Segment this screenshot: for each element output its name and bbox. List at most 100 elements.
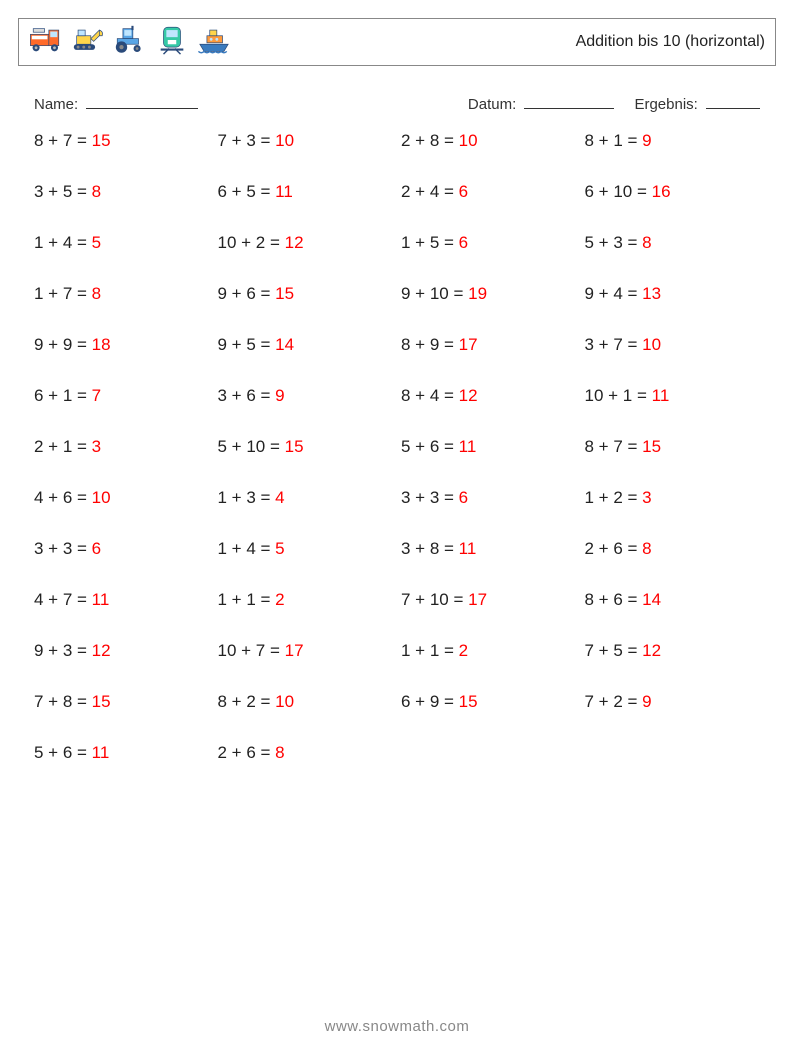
answer: 12: [92, 641, 111, 660]
problem: 9 + 3 = 12: [34, 641, 210, 661]
expression: 3 + 3 =: [401, 488, 459, 507]
problem: 5 + 6 = 11: [401, 437, 577, 457]
problem: 3 + 8 = 11: [401, 539, 577, 559]
problem: 1 + 2 = 3: [585, 488, 761, 508]
expression: 1 + 1 =: [218, 590, 276, 609]
expression: 8 + 1 =: [585, 131, 643, 150]
problem: 7 + 10 = 17: [401, 590, 577, 610]
problem: 7 + 8 = 15: [34, 692, 210, 712]
problem: 2 + 1 = 3: [34, 437, 210, 457]
name-field: Name:: [34, 94, 198, 113]
answer: 11: [275, 182, 293, 201]
answer: 8: [275, 743, 284, 762]
expression: 4 + 6 =: [34, 488, 92, 507]
expression: 8 + 6 =: [585, 590, 643, 609]
problem: 8 + 6 = 14: [585, 590, 761, 610]
problem: 8 + 7 = 15: [585, 437, 761, 457]
answer: 12: [285, 233, 304, 252]
date-blank[interactable]: [524, 94, 614, 109]
problem: 8 + 2 = 10: [218, 692, 394, 712]
problem: 10 + 2 = 12: [218, 233, 394, 253]
tractor-icon: [113, 23, 147, 62]
expression: 5 + 3 =: [585, 233, 643, 252]
problem: 9 + 4 = 13: [585, 284, 761, 304]
expression: 2 + 4 =: [401, 182, 459, 201]
expression: 1 + 7 =: [34, 284, 92, 303]
answer: 3: [92, 437, 101, 456]
problem: 9 + 9 = 18: [34, 335, 210, 355]
problem: 6 + 10 = 16: [585, 182, 761, 202]
expression: 5 + 6 =: [401, 437, 459, 456]
expression: 5 + 6 =: [34, 743, 92, 762]
result-blank[interactable]: [706, 94, 760, 109]
problem: 8 + 9 = 17: [401, 335, 577, 355]
expression: 4 + 7 =: [34, 590, 92, 609]
answer: 8: [642, 233, 651, 252]
expression: 9 + 5 =: [218, 335, 276, 354]
problem: 4 + 7 = 11: [34, 590, 210, 610]
problem: 1 + 4 = 5: [34, 233, 210, 253]
problem: 3 + 7 = 10: [585, 335, 761, 355]
answer: 11: [459, 539, 477, 558]
expression: 9 + 9 =: [34, 335, 92, 354]
expression: 2 + 8 =: [401, 131, 459, 150]
expression: 6 + 5 =: [218, 182, 276, 201]
answer: 13: [642, 284, 661, 303]
answer: 7: [92, 386, 101, 405]
expression: 3 + 6 =: [218, 386, 276, 405]
problem: 1 + 7 = 8: [34, 284, 210, 304]
expression: 8 + 7 =: [585, 437, 643, 456]
answer: 6: [459, 182, 468, 201]
answer: 3: [642, 488, 651, 507]
expression: 3 + 5 =: [34, 182, 92, 201]
answer: 6: [92, 539, 101, 558]
answer: 6: [459, 488, 468, 507]
problem: 2 + 6 = 8: [218, 743, 394, 763]
meta-row: Name: Datum: Ergebnis:: [34, 94, 760, 113]
answer: 17: [459, 335, 478, 354]
problem: 2 + 8 = 10: [401, 131, 577, 151]
answer: 10: [92, 488, 111, 507]
answer: 15: [642, 437, 661, 456]
answer: 14: [642, 590, 661, 609]
expression: 10 + 2 =: [218, 233, 285, 252]
expression: 8 + 7 =: [34, 131, 92, 150]
problem: 8 + 1 = 9: [585, 131, 761, 151]
footer-link[interactable]: www.snowmath.com: [0, 1018, 794, 1035]
expression: 7 + 2 =: [585, 692, 643, 711]
header-icons: [29, 23, 231, 62]
expression: 10 + 1 =: [585, 386, 652, 405]
answer: 15: [459, 692, 478, 711]
expression: 2 + 6 =: [218, 743, 276, 762]
answer: 14: [275, 335, 294, 354]
problem: 6 + 5 = 11: [218, 182, 394, 202]
result-field: Ergebnis:: [634, 94, 760, 113]
expression: 5 + 10 =: [218, 437, 285, 456]
answer: 17: [285, 641, 304, 660]
answer: 11: [92, 590, 110, 609]
expression: 9 + 4 =: [585, 284, 643, 303]
answer: 5: [275, 539, 284, 558]
expression: 1 + 1 =: [401, 641, 459, 660]
answer: 16: [652, 182, 671, 201]
answer: 15: [275, 284, 294, 303]
worksheet-title: Addition bis 10 (horizontal): [576, 33, 765, 51]
expression: 1 + 4 =: [218, 539, 276, 558]
answer: 6: [459, 233, 468, 252]
expression: 1 + 3 =: [218, 488, 276, 507]
problem: 3 + 3 = 6: [34, 539, 210, 559]
expression: 7 + 5 =: [585, 641, 643, 660]
answer: 15: [285, 437, 304, 456]
name-blank[interactable]: [86, 94, 198, 109]
problem: 9 + 6 = 15: [218, 284, 394, 304]
answer: 10: [275, 692, 294, 711]
answer: 10: [642, 335, 661, 354]
answer: 2: [459, 641, 468, 660]
problem: 6 + 9 = 15: [401, 692, 577, 712]
expression: 6 + 9 =: [401, 692, 459, 711]
expression: 2 + 1 =: [34, 437, 92, 456]
problem: 3 + 5 = 8: [34, 182, 210, 202]
answer: 19: [468, 284, 487, 303]
expression: 7 + 3 =: [218, 131, 276, 150]
answer: 5: [92, 233, 101, 252]
